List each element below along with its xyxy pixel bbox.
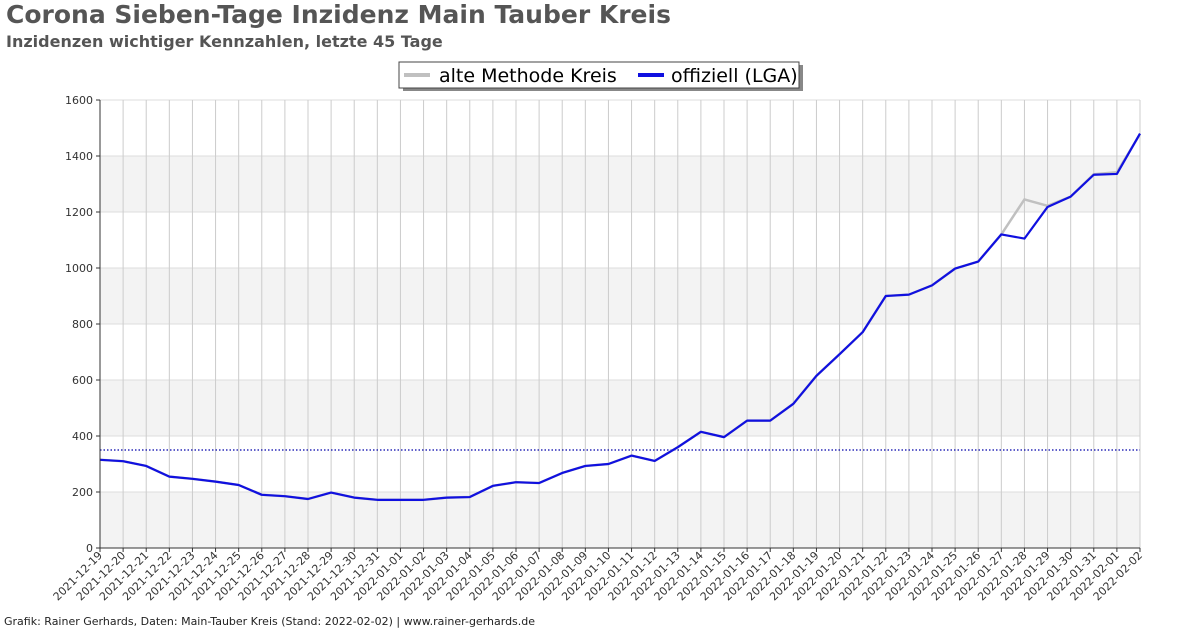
y-tick-label: 400 [72, 430, 93, 443]
legend-box [398, 61, 800, 89]
grid-band [100, 380, 1140, 436]
grid-band [100, 268, 1140, 324]
chart-subtitle: Inzidenzen wichtiger Kennzahlen, letzte … [6, 32, 443, 51]
y-axis-ticks: 0 200 400 600 800 1000 1200 1400 1600 [65, 94, 100, 555]
y-tick-label: 0 [86, 542, 93, 555]
legend-label-alte-methode: alte Methode Kreis [439, 65, 617, 87]
series-line-offiziell [99, 133, 1141, 501]
y-tick-label: 200 [72, 486, 93, 499]
grid-band [100, 492, 1140, 548]
chart-title: Corona Sieben-Tage Inzidenz Main Tauber … [6, 0, 671, 29]
y-tick-label: 1400 [65, 150, 93, 163]
y-tick-label: 600 [72, 374, 93, 387]
chart-footer: Grafik: Rainer Gerhards, Daten: Main-Tau… [4, 615, 535, 628]
legend-label-offiziell: offiziell (LGA) [671, 65, 798, 87]
series-lines [99, 133, 1142, 502]
x-axis-ticks: 2021-12-192021-12-202021-12-212021-12-22… [51, 548, 1145, 603]
y-tick-label: 1000 [65, 262, 93, 275]
legend: alte Methode Kreis offiziell (LGA) [398, 61, 803, 91]
grid-band [100, 156, 1140, 212]
y-tick-label: 1600 [65, 94, 93, 107]
y-tick-label: 1200 [65, 206, 93, 219]
y-tick-label: 800 [72, 318, 93, 331]
